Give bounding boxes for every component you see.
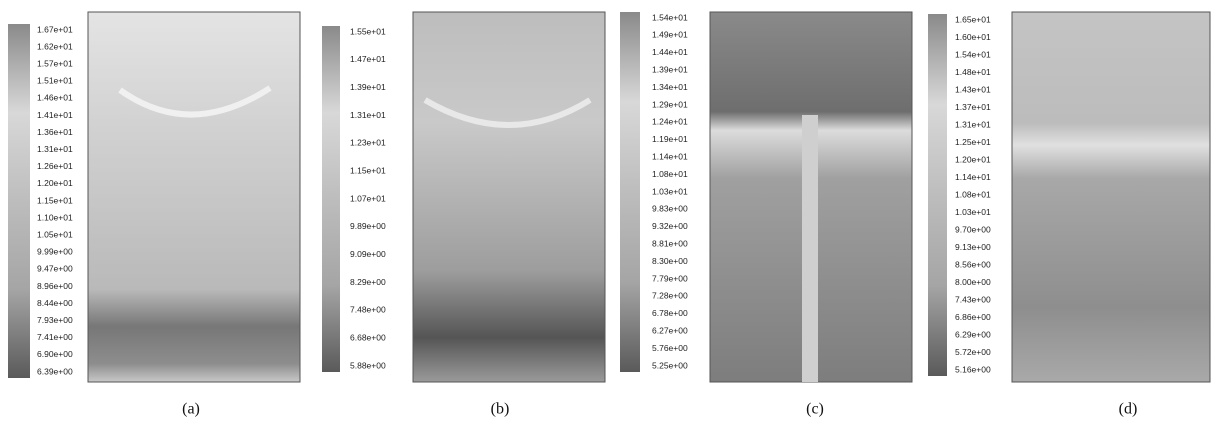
- colorbar-label: 6.39e+00: [37, 366, 73, 376]
- colorbar-label: 5.25e+00: [652, 360, 688, 370]
- colorbar-label: 1.25e+01: [955, 137, 991, 147]
- colorbar-label: 5.88e+00: [350, 360, 386, 370]
- colorbar-label: 9.89e+00: [350, 221, 386, 231]
- colorbar-label: 1.51e+01: [37, 76, 73, 86]
- colorbar-label: 1.31e+01: [350, 110, 386, 120]
- colorbar-label: 7.48e+00: [350, 305, 386, 315]
- colorbar-label: 1.15e+01: [37, 195, 73, 205]
- colorbar: [322, 26, 340, 372]
- colorbar-label: 9.70e+00: [955, 224, 991, 234]
- colorbar-label: 8.81e+00: [652, 238, 688, 248]
- colorbar-label: 1.14e+01: [955, 172, 991, 182]
- colorbar: [620, 12, 640, 372]
- caption: (d): [1119, 401, 1138, 418]
- colorbar-label: 6.90e+00: [37, 349, 73, 359]
- colorbar-label: 1.23e+01: [350, 138, 386, 148]
- colorbar-label: 7.41e+00: [37, 332, 73, 342]
- colorbar-label: 8.96e+00: [37, 281, 73, 291]
- colorbar-label: 8.44e+00: [37, 298, 73, 308]
- contour-b: [413, 12, 605, 382]
- colorbar-label: 6.27e+00: [652, 325, 688, 335]
- colorbar-label: 6.86e+00: [955, 312, 991, 322]
- colorbar-label: 1.08e+01: [955, 189, 991, 199]
- contour-a: [88, 12, 300, 382]
- colorbar-label: 1.62e+01: [37, 41, 73, 51]
- colorbar-label: 5.76e+00: [652, 343, 688, 353]
- colorbar-label: 9.47e+00: [37, 264, 73, 274]
- plume: [802, 115, 818, 382]
- colorbar-label: 1.19e+01: [652, 134, 688, 144]
- colorbar-label: 1.46e+01: [37, 93, 73, 103]
- colorbar-label: 1.07e+01: [350, 193, 386, 203]
- colorbar-label: 1.20e+01: [37, 178, 73, 188]
- colorbar-label: 1.54e+01: [955, 49, 991, 59]
- colorbar-label: 1.65e+01: [955, 14, 991, 24]
- colorbar-label: 1.47e+01: [350, 54, 386, 64]
- colorbar-label: 1.26e+01: [37, 161, 73, 171]
- colorbar-label: 7.79e+00: [652, 273, 688, 283]
- colorbar: [8, 24, 30, 378]
- colorbar-label: 1.20e+01: [955, 154, 991, 164]
- colorbar-label: 1.36e+01: [37, 127, 73, 137]
- colorbar-label: 1.31e+01: [955, 119, 991, 129]
- colorbar-label: 1.03e+01: [652, 186, 688, 196]
- figure: 1.67e+01 1.62e+01 1.57e+01 1.51e+01 1.46e+01…: [0, 0, 1217, 426]
- colorbar-label: 1.05e+01: [37, 229, 73, 239]
- colorbar-label: 8.00e+00: [955, 277, 991, 287]
- colorbar-label: 9.83e+00: [652, 204, 688, 214]
- colorbar-label: 1.39e+01: [652, 64, 688, 74]
- colorbar-label: 7.93e+00: [37, 315, 73, 325]
- colorbar: [928, 14, 947, 376]
- colorbar-label: 9.13e+00: [955, 242, 991, 252]
- colorbar-label: 1.54e+01: [652, 12, 688, 22]
- colorbar-label: 1.41e+01: [37, 110, 73, 120]
- colorbar-label: 1.67e+01: [37, 24, 73, 34]
- caption: (a): [182, 401, 200, 418]
- colorbar-label: 9.09e+00: [350, 249, 386, 259]
- colorbar-label: 1.39e+01: [350, 82, 386, 92]
- colorbar-label: 1.15e+01: [350, 165, 386, 175]
- colorbar-label: 9.32e+00: [652, 221, 688, 231]
- colorbar-label: 1.43e+01: [955, 84, 991, 94]
- colorbar-label: 5.16e+00: [955, 364, 991, 374]
- colorbar-label: 1.34e+01: [652, 82, 688, 92]
- colorbar-label: 5.72e+00: [955, 347, 991, 357]
- colorbar-label: 1.31e+01: [37, 144, 73, 154]
- colorbar-label: 6.68e+00: [350, 332, 386, 342]
- colorbar-label: 7.28e+00: [652, 291, 688, 301]
- colorbar-label: 8.30e+00: [652, 256, 688, 266]
- colorbar-label: 8.29e+00: [350, 277, 386, 287]
- colorbar-label: 1.48e+01: [955, 67, 991, 77]
- colorbar-label: 1.37e+01: [955, 102, 991, 112]
- colorbar-label: 1.60e+01: [955, 32, 991, 42]
- colorbar-label: 7.43e+00: [955, 294, 991, 304]
- colorbar-label: 1.08e+01: [652, 169, 688, 179]
- colorbar-label: 1.24e+01: [652, 117, 688, 127]
- colorbar-label: 6.78e+00: [652, 308, 688, 318]
- colorbar-label: 1.57e+01: [37, 58, 73, 68]
- colorbar-label: 6.29e+00: [955, 329, 991, 339]
- colorbar-label: 1.49e+01: [652, 30, 688, 40]
- colorbar-label: 1.55e+01: [350, 26, 386, 36]
- colorbar-label: 1.44e+01: [652, 47, 688, 57]
- caption: (c): [806, 401, 824, 418]
- colorbar-label: 8.56e+00: [955, 259, 991, 269]
- colorbar-label: 1.03e+01: [955, 207, 991, 217]
- colorbar-label: 9.99e+00: [37, 247, 73, 257]
- contour-d: [1012, 12, 1210, 382]
- colorbar-label: 1.14e+01: [652, 151, 688, 161]
- caption: (b): [491, 401, 510, 418]
- colorbar-label: 1.10e+01: [37, 212, 73, 222]
- colorbar-label: 1.29e+01: [652, 99, 688, 109]
